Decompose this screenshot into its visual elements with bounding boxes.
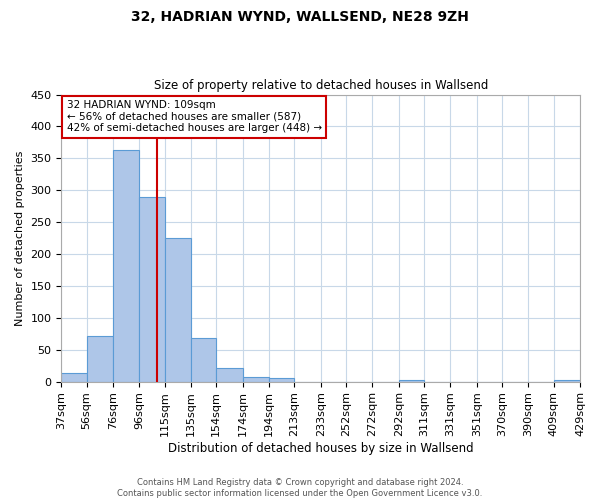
Bar <box>269 378 294 382</box>
Bar <box>164 238 191 382</box>
Title: Size of property relative to detached houses in Wallsend: Size of property relative to detached ho… <box>154 79 488 92</box>
Bar <box>113 150 139 382</box>
Text: 32 HADRIAN WYND: 109sqm
← 56% of detached houses are smaller (587)
42% of semi-d: 32 HADRIAN WYND: 109sqm ← 56% of detache… <box>67 100 322 134</box>
Text: Contains HM Land Registry data © Crown copyright and database right 2024.
Contai: Contains HM Land Registry data © Crown c… <box>118 478 482 498</box>
X-axis label: Distribution of detached houses by size in Wallsend: Distribution of detached houses by size … <box>168 442 473 455</box>
Bar <box>86 336 113 382</box>
Bar <box>242 377 269 382</box>
Bar <box>554 380 580 382</box>
Bar <box>139 198 164 382</box>
Bar <box>191 338 216 382</box>
Y-axis label: Number of detached properties: Number of detached properties <box>15 150 25 326</box>
Bar <box>216 368 242 382</box>
Bar <box>61 374 86 382</box>
Bar <box>399 380 424 382</box>
Text: 32, HADRIAN WYND, WALLSEND, NE28 9ZH: 32, HADRIAN WYND, WALLSEND, NE28 9ZH <box>131 10 469 24</box>
